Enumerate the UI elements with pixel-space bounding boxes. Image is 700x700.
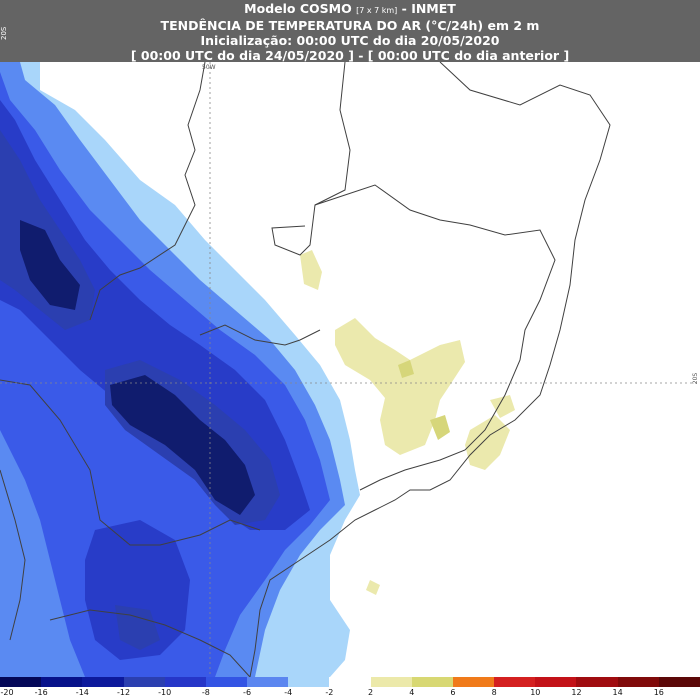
state-borders (0, 61, 611, 678)
corner-lat-label: 20S (0, 26, 8, 40)
color-swatch (41, 677, 83, 687)
color-scale-tick: -6 (243, 688, 252, 697)
map-header: Modelo COSMO [7 x 7 km] - INMET TENDÊNCI… (0, 0, 700, 63)
zone-plus4-plus6 (398, 360, 450, 440)
color-swatch (329, 677, 371, 687)
color-scale-tick: -14 (75, 688, 89, 697)
lon-label-top: 50W (202, 64, 216, 71)
color-swatch (164, 677, 206, 687)
color-scale-tick: -16 (34, 688, 48, 697)
color-swatch (535, 677, 577, 687)
color-scale-tick: -8 (201, 688, 210, 697)
color-scale-tick: 10 (530, 688, 541, 697)
color-scale-tick: 4 (409, 688, 415, 697)
zone-minus16-minus14 (20, 220, 255, 515)
color-swatch (247, 677, 289, 687)
lat-label-right: 20S (692, 372, 700, 385)
color-swatch (576, 677, 618, 687)
color-swatch (123, 677, 165, 687)
color-scale-tick: -2 (325, 688, 334, 697)
valid-period: [ 00:00 UTC do dia 24/05/2020 ] - [ 00:0… (130, 48, 570, 63)
lat-lon-grid (0, 62, 700, 677)
title-line: Modelo COSMO [7 x 7 km] - INMET (0, 1, 700, 18)
color-scale-tick: -20 (0, 688, 14, 697)
color-swatch (205, 677, 248, 687)
color-scale-labels: -20 -16 -14 -12 -10 -8 -6 -4 -2 2 4 6 8 10 12 14 16 (0, 688, 700, 700)
color-scale-tick: -12 (116, 688, 131, 697)
initialization-time: Inicialização: 00:00 UTC do dia 20/05/20… (200, 33, 500, 48)
color-swatch (288, 677, 330, 687)
color-swatch (494, 677, 536, 687)
zone-plus2-plus4 (300, 250, 515, 595)
color-scale-legend: -20 -16 -14 -12 -10 -8 -6 -4 -2 2 4 6 8 10 12 14 16 (0, 677, 700, 700)
color-swatch (411, 677, 453, 687)
model-name: Modelo COSMO (244, 1, 352, 16)
color-swatch (0, 677, 42, 687)
color-scale-strip (0, 677, 700, 687)
color-scale-tick: -4 (284, 688, 293, 697)
color-scale-tick: 6 (450, 688, 456, 697)
color-scale-tick: 12 (571, 688, 582, 697)
model-resolution: [7 x 7 km] (356, 6, 398, 15)
color-swatch (82, 677, 124, 687)
color-scale-tick: -10 (158, 688, 172, 697)
color-swatch (617, 677, 659, 687)
color-swatch (658, 677, 700, 687)
variable-title: TENDÊNCIA DE TEMPERATURA DO AR (°C/24h) … (160, 18, 540, 33)
color-scale-tick: 8 (491, 688, 497, 697)
color-scale-tick: 14 (612, 688, 623, 697)
color-swatch (370, 677, 412, 687)
color-swatch (452, 677, 495, 687)
color-scale-tick: 16 (653, 688, 664, 697)
model-source: - INMET (401, 1, 456, 16)
color-scale-tick: 2 (368, 688, 374, 697)
